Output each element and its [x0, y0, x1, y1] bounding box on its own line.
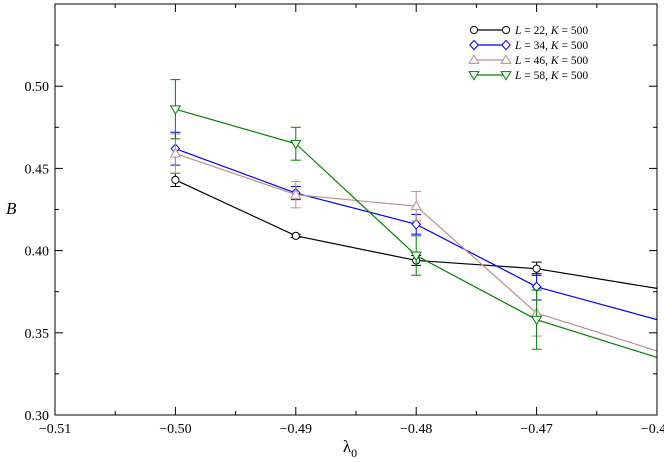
- x-axis-label-main: λ: [343, 437, 352, 456]
- legend-label-part: K: [550, 70, 560, 82]
- legend-label-part: = 500: [559, 25, 589, 37]
- data-point: [410, 251, 422, 262]
- series-3: [169, 133, 657, 352]
- data-point: [169, 147, 182, 158]
- legend-item-1: L = 22, K = 500: [469, 25, 588, 37]
- legend-marker-left: [469, 39, 479, 51]
- series-4: [169, 79, 657, 359]
- legend-label: L = 34, K = 500: [514, 40, 588, 52]
- legend-label-part: = 46,: [521, 55, 548, 67]
- axes: −0.51 −0.50 −0.49 −0.48 −0.47 −0.46 0.30 0.35 0.…: [25, 4, 664, 437]
- legend-label-part: K: [550, 40, 560, 52]
- legend-label-part: L: [514, 40, 521, 52]
- legend-label-part: = 500: [559, 55, 589, 67]
- data-point: [410, 200, 422, 211]
- legend-label-part: L: [514, 70, 521, 82]
- data-point: [290, 139, 302, 150]
- data-point: [171, 175, 180, 185]
- legend-label-part: = 500: [559, 70, 589, 82]
- legend-label-part: K: [550, 55, 560, 67]
- x-tick-label: −0.48: [400, 422, 432, 437]
- legend-label-part: K: [550, 25, 560, 37]
- legend-label-part: = 22,: [521, 25, 548, 37]
- legend-label: L = 46, K = 500: [514, 55, 588, 67]
- legend-label: L = 58, K = 500: [514, 70, 588, 82]
- x-tick-label: −0.50: [159, 422, 191, 437]
- x-axis-label: λ0: [343, 437, 357, 460]
- legend-label-part: L: [514, 55, 521, 67]
- x-tick-label: −0.51: [39, 422, 71, 437]
- x-axis-label-subscript: 0: [351, 446, 357, 460]
- legend-label-part: = 500: [559, 40, 589, 52]
- y-tick-label: 0.40: [25, 245, 50, 260]
- y-tick-label: 0.35: [25, 327, 50, 342]
- data-point: [291, 231, 300, 240]
- legend-item-2: L = 34, K = 500: [469, 39, 588, 52]
- legend-marker-left: [468, 71, 480, 81]
- legend-item-4: L = 58, K = 500: [468, 70, 588, 82]
- data-point: [411, 218, 422, 230]
- series-2: [170, 131, 657, 321]
- y-tick-label: 0.50: [25, 80, 50, 95]
- y-tick-label: 0.30: [25, 409, 50, 424]
- legend-label-part: = 34,: [521, 40, 548, 52]
- legend-marker-right: [500, 54, 512, 64]
- data-point: [169, 105, 182, 116]
- data-point: [290, 188, 302, 199]
- y-axis-label: B: [6, 199, 17, 218]
- legend-marker-right: [500, 71, 512, 81]
- legend-marker-left: [469, 25, 479, 35]
- legend-label-part: = 58,: [521, 70, 548, 82]
- legend-marker-right: [501, 39, 511, 51]
- legend-label: L = 22, K = 500: [514, 25, 588, 37]
- data-point: [532, 264, 541, 273]
- y-tick-label: 0.45: [25, 162, 50, 177]
- series-1: [170, 172, 657, 290]
- legend-marker-right: [501, 25, 511, 35]
- x-tick-label: −0.46: [641, 422, 664, 437]
- data-point: [530, 315, 543, 326]
- legend-item-3: L = 46, K = 500: [468, 54, 588, 67]
- legend-label-part: L: [514, 25, 521, 37]
- x-tick-label: −0.47: [520, 422, 552, 437]
- legend-marker-left: [468, 54, 480, 64]
- plot-content: [169, 79, 657, 359]
- x-tick-label: −0.49: [280, 422, 312, 437]
